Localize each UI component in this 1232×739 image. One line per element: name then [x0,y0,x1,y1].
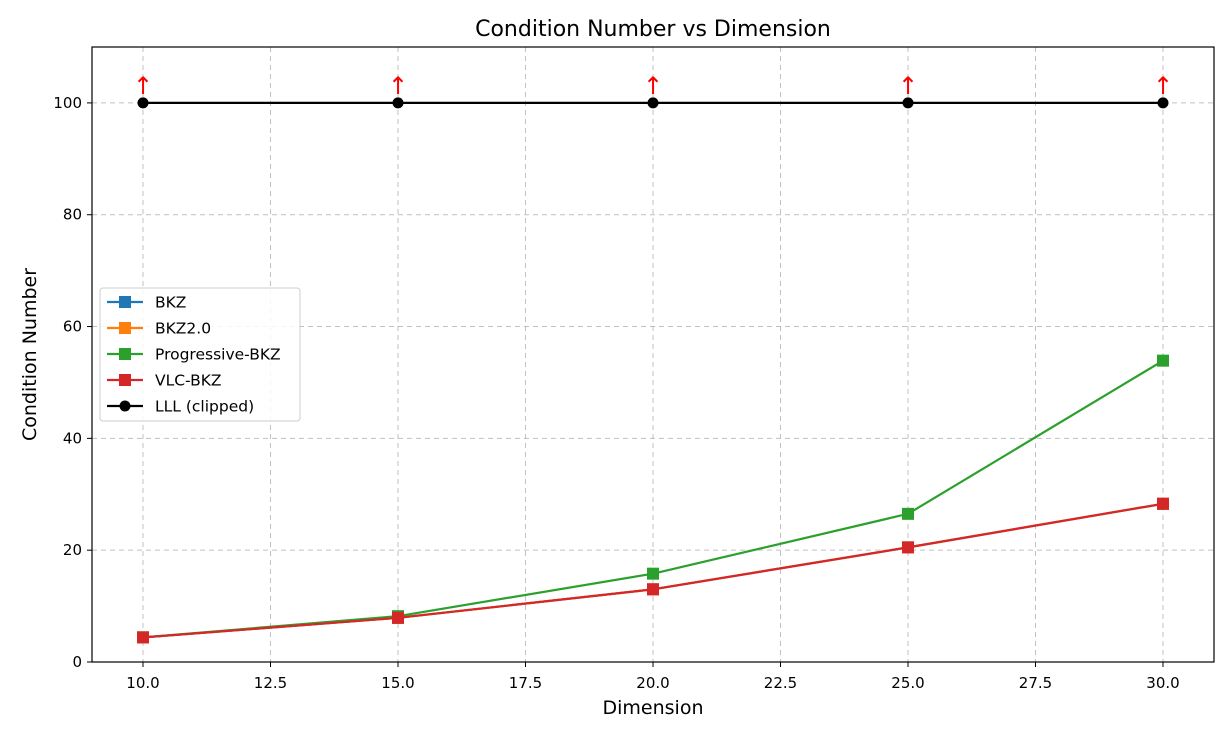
x-tick-label: 25.0 [891,674,924,692]
legend-item: LLL (clipped) [107,398,254,416]
data-point [1157,97,1169,109]
x-tick-label: 10.0 [126,674,159,692]
plot-series [137,97,1169,644]
data-point [137,631,149,644]
series-vlc-bkz [137,497,1169,644]
legend-label: BKZ [155,294,186,312]
y-tick-label: 40 [63,429,82,447]
clip-arrow-icon: ↑ [1153,72,1173,100]
clip-arrow-icon: ↑ [643,72,663,100]
legend-marker [119,296,131,308]
legend-label: BKZ2.0 [155,320,211,338]
chart-title: Condition Number vs Dimension [475,17,831,42]
legend-item: Progressive-BKZ [107,346,281,364]
x-tick-label: 27.5 [1019,674,1052,692]
legend-marker [119,374,131,386]
legend-label: VLC-BKZ [155,372,222,390]
legend-box [99,287,301,422]
data-point [392,611,404,624]
x-tick-label: 30.0 [1146,674,1179,692]
data-point [647,97,659,109]
data-point [137,97,149,109]
legend-marker [119,348,131,360]
axis-ticks: 10.0 12.5 15.0 17.5 20.0 22.5 25.0 27.5 30.0 0 20 4… [53,94,1179,692]
x-tick-label: 20.0 [636,674,669,692]
y-axis-label: Condition Number [19,268,41,441]
x-tick-label: 15.0 [381,674,414,692]
y-tick-label: 20 [63,541,82,559]
y-tick-label: 100 [53,94,82,112]
data-point [392,97,404,109]
y-tick-label: 80 [63,206,82,224]
legend-marker [119,322,131,334]
data-point [902,97,914,109]
data-point [1157,354,1169,367]
x-axis-label: Dimension [603,697,704,719]
legend-marker [119,400,131,412]
x-tick-label: 22.5 [764,674,797,692]
clip-arrows: ↑ ↑ ↑ ↑ ↑ [133,72,1173,100]
legend-item: VLC-BKZ [107,372,222,390]
legend-label: Progressive-BKZ [155,346,281,364]
clip-arrow-icon: ↑ [133,72,153,100]
data-point [902,507,914,520]
data-point [902,541,914,554]
x-tick-label: 12.5 [254,674,287,692]
x-tick-label: 17.5 [509,674,542,692]
legend: BKZ BKZ2.0 Progressive-BKZ VLC-BKZ LLL (clip… [99,287,301,422]
y-tick-label: 0 [72,653,82,671]
data-point [647,583,659,596]
series-lll-clipped [137,97,1169,109]
legend-item: BKZ [107,294,186,312]
data-point [647,567,659,580]
clip-arrow-icon: ↑ [898,72,918,100]
y-tick-label: 60 [63,318,82,336]
legend-label: LLL (clipped) [155,398,254,416]
clip-arrow-icon: ↑ [388,72,408,100]
data-point [1157,497,1169,510]
legend-item: BKZ2.0 [107,320,211,338]
